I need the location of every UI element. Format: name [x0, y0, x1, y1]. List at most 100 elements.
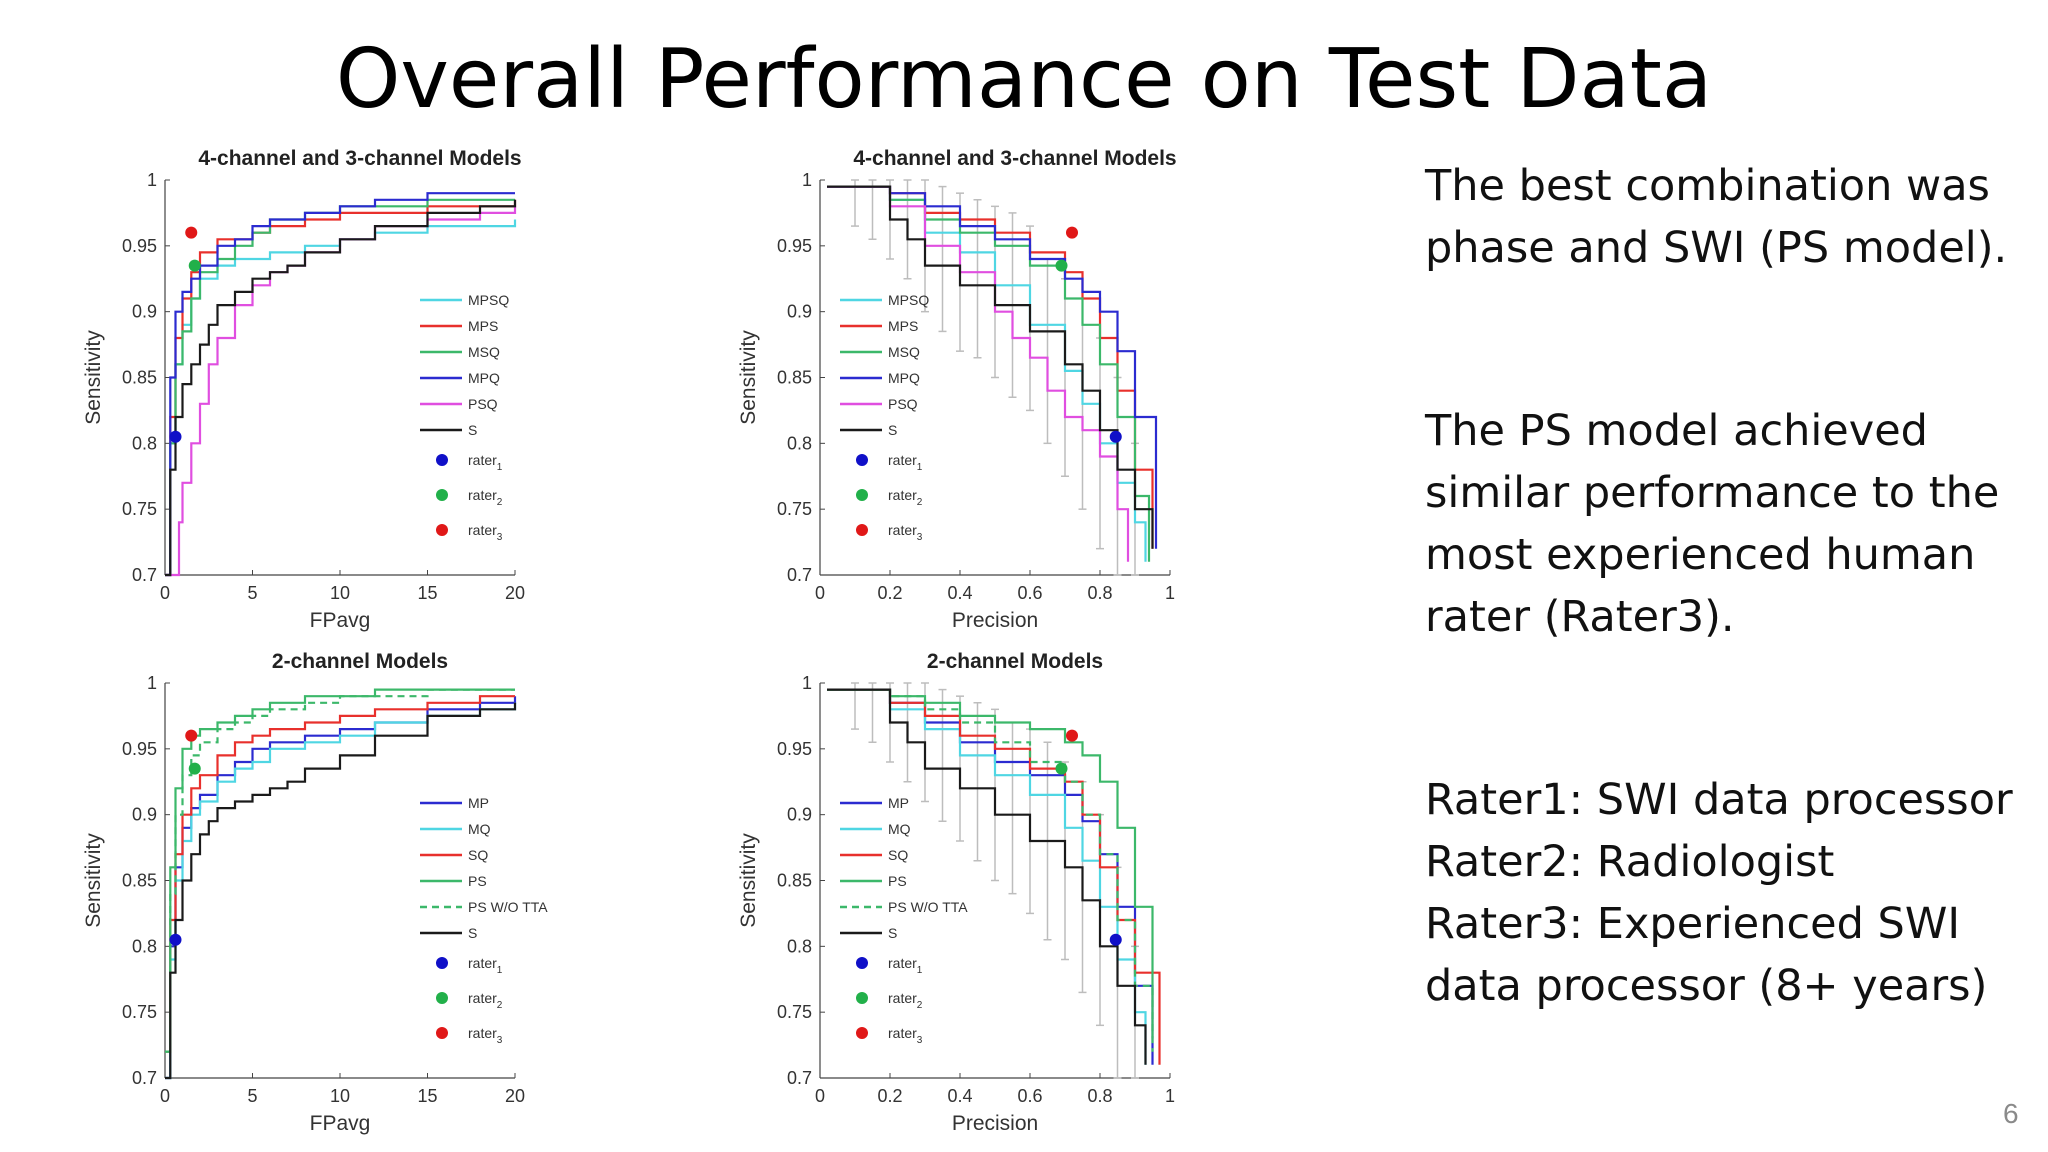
x-tick-label: 0.6: [1017, 583, 1042, 603]
legend-label-subscript: 2: [917, 497, 923, 508]
text-line: Rater2: Radiologist: [1425, 837, 1835, 887]
x-tick-label: 20: [505, 1086, 525, 1106]
x-tick-label: 0: [160, 583, 170, 603]
text-line: The best combination was: [1425, 161, 1990, 211]
point-rater1: [1109, 933, 1122, 946]
summary-text-ps-model: The PS model achieved similar performanc…: [1425, 400, 2025, 648]
x-tick-label: 0: [815, 1086, 825, 1106]
y-tick-label: 0.8: [132, 433, 157, 453]
series-line-mp: [827, 688, 1154, 1065]
legend-label-sq: SQ: [888, 847, 908, 863]
point-rater2: [188, 259, 201, 272]
chart-svg: 4-channel and 3-channel Models 0 0.2 0.4 0.6…: [737, 147, 1177, 632]
y-tick-label: 0.95: [777, 739, 812, 759]
legend-label-mpq: MPQ: [468, 370, 500, 386]
x-axis-label: Precision: [952, 609, 1038, 632]
point-rater1: [169, 430, 182, 443]
legend-label-rater3: rater3: [888, 522, 923, 543]
legend-label-ps: PS: [888, 873, 907, 889]
series-line-mq: [827, 688, 1147, 1065]
legend-label-subscript: 3: [497, 532, 503, 543]
y-axis-label: Sensitivity: [737, 833, 760, 928]
x-tick-label: 0.2: [877, 583, 902, 603]
y-tick-label: 1: [147, 170, 157, 190]
y-tick-label: 0.95: [122, 739, 157, 759]
legend-label-subscript: 2: [497, 497, 503, 508]
point-rater3: [185, 226, 198, 239]
legend-marker-rater1: [436, 957, 448, 969]
x-tick-label: 5: [247, 1086, 257, 1106]
series-line-mp: [165, 696, 517, 1080]
chart-fpavg-4ch-3ch: 4-channel and 3-channel Models 0 5 10 15 20 0.…: [60, 135, 740, 640]
point-rater2: [1055, 259, 1068, 272]
series-line-mpsq: [827, 185, 1147, 562]
x-tick-label: 0.6: [1017, 1086, 1042, 1106]
series-line-mpq: [827, 185, 1158, 549]
y-tick-label: 0.7: [787, 565, 812, 585]
legend-label-ps-w-o-tta: PS W/O TTA: [888, 899, 968, 915]
legend-label-subscript: 3: [497, 1035, 503, 1046]
legend-marker-rater1: [436, 454, 448, 466]
legend-label-msq: MSQ: [468, 344, 500, 360]
series-line-sq: [165, 695, 515, 1053]
x-tick-label: 0: [815, 583, 825, 603]
y-tick-label: 0.75: [122, 499, 157, 519]
legend-label-ps: PS: [468, 873, 487, 889]
series-line-s: [827, 185, 1154, 549]
legend-label-mp: MP: [468, 795, 489, 811]
y-tick-label: 0.9: [787, 302, 812, 322]
y-tick-label: 0.9: [132, 302, 157, 322]
point-rater3: [185, 729, 198, 742]
point-rater2: [188, 762, 201, 775]
series-line-s: [165, 702, 517, 1080]
series-line-s: [165, 199, 517, 577]
legend-marker-rater2: [436, 489, 448, 501]
legend-label-mps: MPS: [468, 318, 498, 334]
text-line: data processor (8+ years): [1425, 961, 1988, 1011]
x-tick-label: 10: [330, 1086, 350, 1106]
legend-label-mps: MPS: [888, 318, 918, 334]
chart-title: 2-channel Models: [927, 650, 1103, 673]
text-line: phase and SWI (PS model).: [1425, 223, 2008, 273]
x-tick-label: 1: [1165, 583, 1175, 603]
chart-fpavg-2ch: 2-channel Models 0 5 10 15 20 0.7 0.75 0.8 0.85 0.…: [60, 638, 740, 1143]
legend-label-rater2: rater2: [468, 990, 503, 1011]
text-line: rater (Rater3).: [1425, 592, 1735, 642]
legend-label-subscript: 1: [497, 462, 503, 473]
legend-label-subscript: 3: [917, 1035, 923, 1046]
point-rater1: [169, 933, 182, 946]
legend-marker-rater3: [856, 524, 868, 536]
x-tick-label: 1: [1165, 1086, 1175, 1106]
legend-label-mpsq: MPSQ: [888, 292, 929, 308]
x-tick-label: 20: [505, 583, 525, 603]
legend-label-mq: MQ: [468, 821, 491, 837]
summary-text-best-combination: The best combination was phase and SWI (…: [1425, 155, 2025, 279]
x-tick-label: 0: [160, 1086, 170, 1106]
x-tick-label: 10: [330, 583, 350, 603]
legend-label-mpq: MPQ: [888, 370, 920, 386]
y-tick-label: 0.75: [122, 1002, 157, 1022]
legend-label-rater1: rater1: [468, 955, 503, 976]
legend-marker-rater3: [856, 1027, 868, 1039]
legend-label-psq: PSQ: [468, 396, 498, 412]
legend-marker-rater2: [856, 489, 868, 501]
y-tick-label: 0.7: [132, 565, 157, 585]
x-axis-label: FPavg: [310, 1112, 371, 1135]
legend-label-subscript: 2: [497, 1000, 503, 1011]
legend-label-sq: SQ: [468, 847, 488, 863]
y-tick-label: 0.85: [777, 871, 812, 891]
legend-label-subscript: 1: [917, 462, 923, 473]
y-tick-label: 0.9: [132, 805, 157, 825]
chart-precision-2ch: 2-channel Models 0 0.2 0.4 0.6 0.8 1 0.7 0.75 0.8…: [715, 638, 1395, 1143]
x-tick-label: 0.8: [1087, 583, 1112, 603]
legend-label-rater1: rater1: [888, 955, 923, 976]
chart-svg: 4-channel and 3-channel Models 0 5 10 15 20 0.…: [82, 147, 525, 632]
legend-label-mp: MP: [888, 795, 909, 811]
legend-label-subscript: 1: [497, 965, 503, 976]
x-tick-label: 5: [247, 583, 257, 603]
y-tick-label: 0.85: [122, 368, 157, 388]
legend-label-subscript: 1: [917, 965, 923, 976]
legend-label-rater3: rater3: [888, 1025, 923, 1046]
